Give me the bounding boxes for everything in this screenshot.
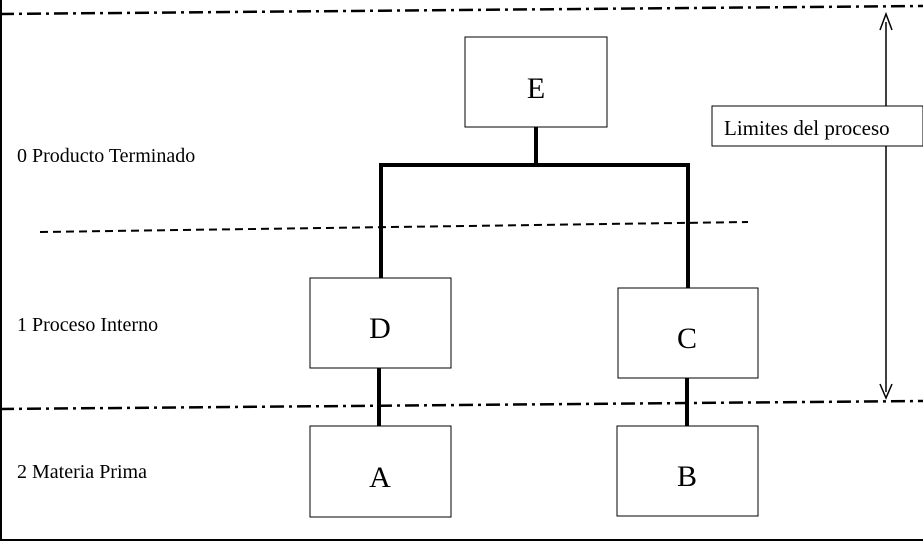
level-2-label: 2 Materia Prima	[17, 461, 147, 483]
process-boundary-top	[0, 4, 923, 16]
arrow-down-icon	[879, 383, 893, 400]
node-a-box	[309, 425, 452, 518]
node-c-label: C	[677, 322, 697, 355]
node-e-box	[464, 36, 608, 128]
level-0-label: 0 Producto Terminado	[17, 145, 195, 167]
level-1-label: 1 Proceso Interno	[17, 314, 158, 336]
node-d-box	[309, 277, 452, 369]
tree-connectors	[377, 127, 690, 426]
level-separator	[39, 221, 749, 233]
boundary-label: Limites del proceso	[724, 116, 890, 140]
process-boundary-bottom	[0, 399, 923, 411]
node-b-box	[616, 425, 759, 517]
node-b-label: B	[677, 460, 697, 493]
node-e-label: E	[527, 72, 545, 105]
boundary-label-box	[711, 105, 923, 147]
node-c-box	[617, 287, 759, 379]
arrow-up-icon	[879, 11, 893, 31]
node-d-label: D	[369, 312, 391, 345]
node-a-label: A	[369, 461, 391, 494]
